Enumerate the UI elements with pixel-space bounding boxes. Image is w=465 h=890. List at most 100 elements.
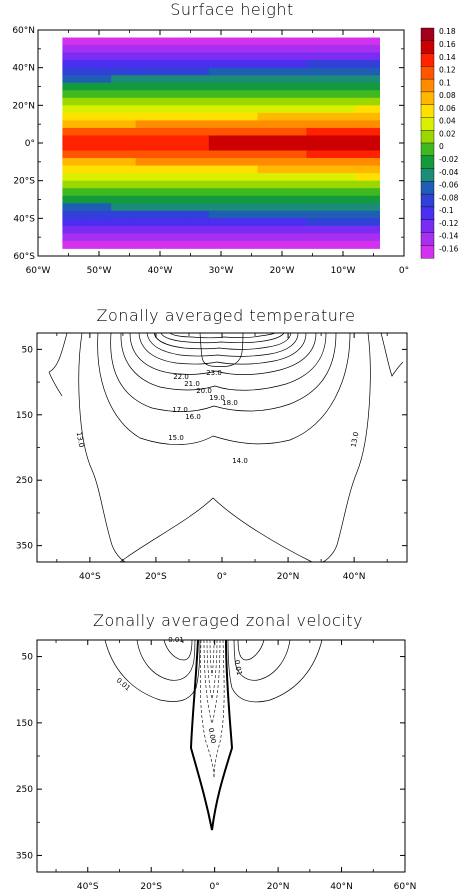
heatmap-cell bbox=[208, 150, 234, 159]
heatmap-cell bbox=[330, 210, 356, 219]
heatmap-cell bbox=[86, 135, 112, 144]
heatmap-cell bbox=[62, 180, 88, 189]
heatmap-cell bbox=[330, 165, 356, 174]
heatmap-cell bbox=[355, 120, 380, 129]
heatmap-cell bbox=[282, 240, 307, 249]
heatmap-cell bbox=[282, 90, 307, 99]
heatmap-cell bbox=[86, 127, 112, 136]
heatmap-cell bbox=[233, 45, 258, 53]
heatmap-cell bbox=[257, 112, 283, 121]
heatmap-cell bbox=[86, 210, 112, 219]
heatmap-cell bbox=[355, 105, 380, 114]
heatmap-cell bbox=[330, 240, 356, 249]
heatmap-cell bbox=[233, 150, 258, 159]
colorbar-label: 0.06 bbox=[439, 104, 456, 113]
vcontour-left-1 bbox=[104, 639, 201, 702]
heatmap-cell bbox=[208, 210, 234, 219]
clabel-17: 17.0 bbox=[172, 406, 188, 414]
heatmap-cell bbox=[355, 60, 380, 69]
heatmap-cell bbox=[282, 75, 307, 84]
heatmap-cell bbox=[111, 120, 136, 129]
heatmap-cell bbox=[208, 173, 234, 182]
heatmap-cell bbox=[62, 233, 88, 242]
heatmap-cell bbox=[208, 195, 234, 204]
heatmap-cell bbox=[111, 188, 136, 197]
heatmap-cell bbox=[282, 45, 307, 53]
vcontour-left-2 bbox=[136, 639, 196, 681]
heatmap-cell bbox=[184, 210, 210, 219]
y-tick-label: 150 bbox=[16, 411, 33, 421]
heatmap-cell bbox=[184, 188, 210, 197]
heatmap-cell bbox=[160, 90, 185, 99]
heatmap-cell bbox=[135, 218, 161, 227]
heatmap-cell bbox=[233, 82, 258, 91]
heatmap-cell bbox=[330, 75, 356, 84]
heatmap-cell bbox=[233, 180, 258, 189]
colorbar-label: 0.04 bbox=[439, 117, 456, 126]
heatmap-cell bbox=[184, 105, 210, 114]
contour-15 bbox=[110, 332, 337, 412]
x-tick-label: 40°N bbox=[343, 572, 366, 582]
heatmap-cell bbox=[306, 195, 332, 204]
colorbar-label: -0.06 bbox=[439, 181, 459, 190]
heatmap-cell bbox=[306, 135, 332, 144]
heatmap-cell bbox=[330, 203, 356, 212]
heatmap-cell bbox=[86, 97, 112, 106]
heatmap-cell bbox=[233, 112, 258, 121]
heatmap-cell bbox=[62, 240, 88, 249]
heatmap-cell bbox=[184, 158, 210, 166]
heatmap-cell bbox=[257, 120, 283, 129]
y-tick-label: 40°S bbox=[13, 214, 35, 224]
vcontour-right-2 bbox=[233, 639, 291, 681]
heatmap-cell bbox=[160, 135, 185, 144]
heatmap-cell bbox=[111, 97, 136, 106]
heatmap-cell bbox=[355, 195, 380, 204]
heatmap-cell bbox=[135, 210, 161, 219]
heatmap-cell bbox=[330, 188, 356, 197]
heatmap-cell bbox=[135, 203, 161, 212]
heatmap-cell bbox=[355, 210, 380, 219]
heatmap-cell bbox=[306, 90, 332, 99]
heatmap-cell bbox=[355, 127, 380, 136]
heatmap-cell bbox=[62, 158, 88, 166]
heatmap-cell bbox=[306, 225, 332, 234]
heatmap-cell bbox=[355, 67, 380, 76]
heatmap-cell bbox=[355, 150, 380, 159]
heatmap-cell bbox=[184, 60, 210, 69]
contour-14 bbox=[97, 332, 351, 445]
contour-13-left-lower bbox=[78, 332, 127, 563]
heatmap-cell bbox=[306, 105, 332, 114]
heatmap-cell bbox=[355, 240, 380, 249]
clabel-14: 14.0 bbox=[232, 457, 248, 465]
heatmap-cell bbox=[306, 150, 332, 159]
heatmap-cell bbox=[208, 225, 234, 234]
colorbar-label: 0.18 bbox=[439, 27, 456, 36]
heatmap-cell bbox=[135, 52, 161, 61]
heatmap-cell bbox=[330, 90, 356, 99]
heatmap-cell bbox=[330, 67, 356, 76]
x-tick-label: 0° bbox=[210, 882, 220, 890]
heatmap-cell bbox=[257, 218, 283, 227]
heatmap-cell bbox=[208, 45, 234, 53]
heatmap-cell bbox=[233, 67, 258, 76]
heatmap-cell bbox=[233, 165, 258, 174]
velocity-contours bbox=[104, 639, 323, 831]
heatmap-cell bbox=[257, 203, 283, 212]
heatmap-cell bbox=[208, 120, 234, 129]
heatmap-cell bbox=[208, 67, 234, 76]
x-tick-label: 20°W bbox=[270, 266, 295, 276]
heatmap-cell bbox=[257, 240, 283, 249]
temperature-contours bbox=[48, 332, 404, 563]
heatmap-cell bbox=[233, 203, 258, 212]
heatmap-cell bbox=[355, 143, 380, 151]
heatmap-cell bbox=[282, 173, 307, 182]
heatmap-cell bbox=[184, 82, 210, 91]
heatmap-cell bbox=[330, 233, 356, 242]
y-tick-label: 60°S bbox=[13, 252, 35, 262]
heatmap-cell bbox=[184, 112, 210, 121]
heatmap-cell bbox=[111, 90, 136, 99]
heatmap-cell bbox=[208, 75, 234, 84]
colorbar-swatch bbox=[420, 78, 435, 93]
panel3-x-axis: 40°S 20°S 0° 20°N 40°N 60°N bbox=[55, 640, 416, 890]
y-tick-label: 350 bbox=[16, 851, 33, 861]
